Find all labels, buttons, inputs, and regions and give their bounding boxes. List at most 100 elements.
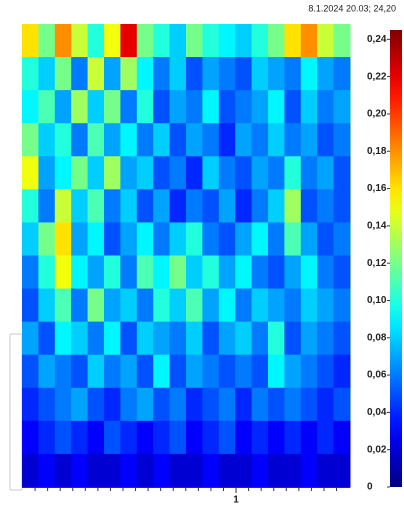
colorbar-tick-label: 0,22 <box>367 71 387 82</box>
heat-cell <box>186 255 203 290</box>
heat-cell <box>38 24 56 58</box>
heat-cell <box>300 222 318 256</box>
heat-cell <box>333 123 351 157</box>
heat-cell <box>186 57 203 91</box>
heat-cell <box>22 90 39 124</box>
heat-cell <box>202 321 220 356</box>
heat-cell <box>284 354 302 389</box>
heat-cell <box>186 156 203 190</box>
heat-cell <box>333 189 351 223</box>
heat-cell <box>136 156 154 190</box>
heat-cell <box>317 321 335 356</box>
heat-cell <box>87 222 105 256</box>
heat-cell <box>235 123 253 157</box>
heat-cell <box>333 57 351 91</box>
heat-cell <box>202 156 220 190</box>
heat-cell <box>268 90 285 124</box>
heat-cell <box>235 453 253 488</box>
heat-cell <box>202 189 220 223</box>
heat-cell <box>317 24 335 58</box>
heat-cell <box>284 255 302 290</box>
heat-cell <box>153 354 171 389</box>
heat-cell <box>218 123 236 157</box>
heat-cell <box>38 156 56 190</box>
heat-cell <box>22 288 39 323</box>
heat-cell <box>120 387 138 422</box>
heat-cell <box>104 321 121 356</box>
heat-cell <box>202 90 220 124</box>
heat-cell <box>71 321 89 356</box>
heat-cell <box>71 453 89 488</box>
heat-cell <box>120 420 138 455</box>
heat-cell <box>153 453 171 488</box>
heat-cell <box>54 420 72 455</box>
heat-cell <box>153 288 171 323</box>
colorbar-tick-label: 0 <box>367 482 373 493</box>
heat-cell <box>104 354 121 389</box>
colorbar-tick-label: 0,12 <box>367 258 387 269</box>
heat-cell <box>317 90 335 124</box>
heat-cell <box>87 321 105 356</box>
heat-cell <box>104 420 121 455</box>
heat-cell <box>284 57 302 91</box>
heat-cell <box>104 156 121 190</box>
heat-cell <box>284 420 302 455</box>
heat-cell <box>333 354 351 389</box>
heat-cell <box>87 420 105 455</box>
heat-cell <box>235 354 253 389</box>
heat-cell <box>235 387 253 422</box>
heat-cell <box>317 387 335 422</box>
heat-cell <box>71 420 89 455</box>
heat-cell <box>300 255 318 290</box>
heat-cell <box>251 453 269 488</box>
heat-cell <box>251 123 269 157</box>
heat-cell <box>186 321 203 356</box>
heat-cell <box>38 255 56 290</box>
colorbar-tick-label: 0,14 <box>367 220 387 231</box>
heat-cell <box>251 387 269 422</box>
heat-cell <box>235 189 253 223</box>
heat-cell <box>333 156 351 190</box>
heat-cell <box>54 288 72 323</box>
heat-cell <box>38 189 56 223</box>
heat-cell <box>268 255 285 290</box>
heat-cell <box>153 321 171 356</box>
heat-cell <box>333 90 351 124</box>
heat-cell <box>300 24 318 58</box>
heat-cell <box>54 255 72 290</box>
heat-cell <box>153 189 171 223</box>
heat-cell <box>268 24 285 58</box>
heat-cell <box>169 222 187 256</box>
heat-cell <box>120 24 138 58</box>
heat-cell <box>136 288 154 323</box>
heat-cell <box>218 222 236 256</box>
heat-cell <box>268 189 285 223</box>
heat-cell <box>120 453 138 488</box>
heat-cell <box>186 189 203 223</box>
heat-cell <box>218 189 236 223</box>
heat-cell <box>153 420 171 455</box>
heat-cell <box>235 156 253 190</box>
heat-cell <box>136 189 154 223</box>
heat-cell <box>333 321 351 356</box>
heat-cell <box>317 57 335 91</box>
heat-cell <box>218 90 236 124</box>
heat-cell <box>22 189 39 223</box>
heat-cell <box>87 255 105 290</box>
heat-cell <box>202 57 220 91</box>
heat-cell <box>38 123 56 157</box>
heat-cell <box>22 255 39 290</box>
heat-cell <box>300 420 318 455</box>
heat-cell <box>120 222 138 256</box>
heat-cell <box>169 288 187 323</box>
heat-cell <box>300 354 318 389</box>
heat-cell <box>169 90 187 124</box>
heat-cell <box>169 420 187 455</box>
heat-cell <box>218 156 236 190</box>
heat-cell <box>87 156 105 190</box>
heat-cell <box>22 24 39 58</box>
heat-cell <box>71 123 89 157</box>
colorbar-tick-label: 0,24 <box>367 34 387 45</box>
heat-cell <box>104 24 121 58</box>
